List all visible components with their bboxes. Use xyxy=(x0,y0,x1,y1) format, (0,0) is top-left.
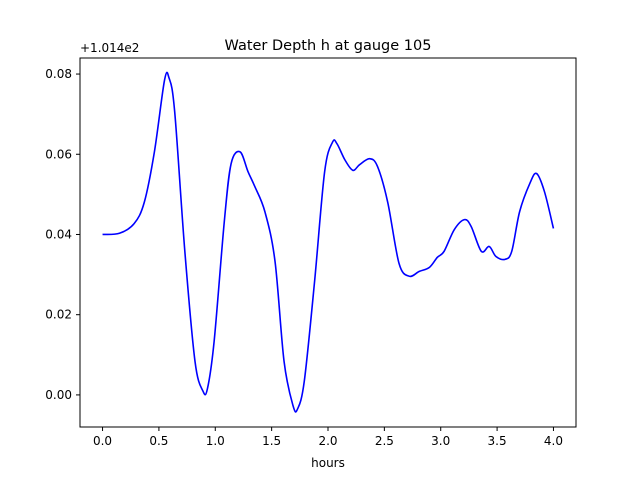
x-axis-label: hours xyxy=(311,456,345,470)
x-tick-label: 1.0 xyxy=(206,434,225,448)
y-tick-label: 0.02 xyxy=(45,308,72,322)
axes-frame xyxy=(79,57,577,428)
x-tick-label: 0.5 xyxy=(149,434,168,448)
x-tick-label: 0.0 xyxy=(93,434,112,448)
y-tick-label: 0.00 xyxy=(45,388,72,402)
y-tick-label: 0.08 xyxy=(45,67,72,81)
y-offset-text: +1.014e2 xyxy=(80,41,139,55)
y-tick-label: 0.04 xyxy=(45,227,72,241)
x-tick-label: 3.0 xyxy=(431,434,450,448)
chart-title: Water Depth h at gauge 105 xyxy=(225,38,432,54)
y-tick-label: 0.06 xyxy=(45,147,72,161)
x-tick-label: 2.0 xyxy=(318,434,337,448)
x-tick-label: 3.5 xyxy=(488,434,507,448)
x-tick-label: 2.5 xyxy=(375,434,394,448)
x-tick-label: 4.0 xyxy=(544,434,563,448)
y-ticks: 0.00 0.02 0.04 0.06 0.08 xyxy=(45,67,80,402)
series-line-h xyxy=(102,71,555,413)
x-ticks: 0.0 0.5 1.0 1.5 2.0 2.5 3.0 3.5 4.0 xyxy=(93,427,563,448)
x-tick-label: 1.5 xyxy=(262,434,281,448)
